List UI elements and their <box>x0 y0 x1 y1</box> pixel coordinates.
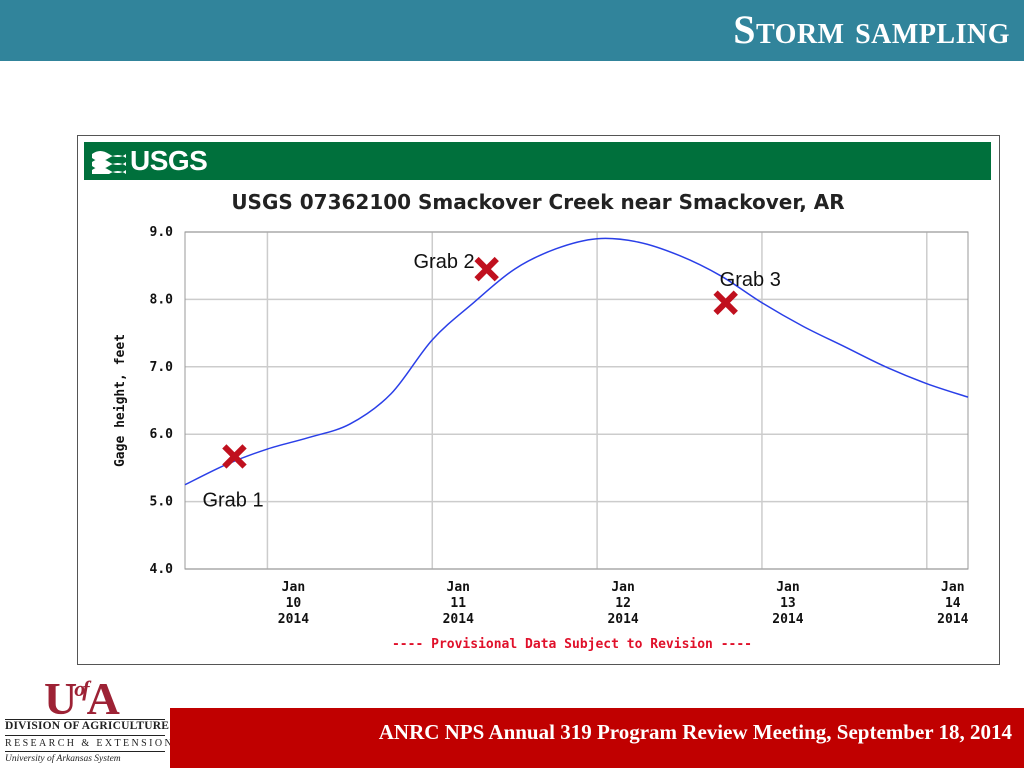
x-tick-label: 13 <box>780 596 796 611</box>
y-tick-label: 6.0 <box>150 427 174 442</box>
x-tick-label: 2014 <box>278 612 309 627</box>
gage-height-line <box>184 237 969 486</box>
x-tick-label: 2014 <box>443 612 474 627</box>
sample-marker <box>222 444 247 469</box>
chart-frame: USGS USGS 07362100 Smackover Creek near … <box>77 135 1000 665</box>
header-bar <box>0 0 1024 61</box>
logo-rule <box>5 719 165 720</box>
slide-title: Storm sampling <box>733 7 1010 52</box>
sample-label: Grab 1 <box>202 489 263 511</box>
x-tick-label: Jan <box>611 580 634 595</box>
provisional-note: ---- Provisional Data Subject to Revisio… <box>392 637 752 652</box>
logo-rule <box>5 735 165 736</box>
sample-marker <box>713 290 738 316</box>
chart-title: USGS 07362100 Smackover Creek near Smack… <box>231 190 844 214</box>
x-tick-label: 14 <box>945 596 961 611</box>
sample-label: Grab 2 <box>414 251 475 273</box>
ua-logo-mark: UofA <box>44 673 120 724</box>
logo-research-text: RESEARCH & EXTENSION <box>5 738 175 749</box>
logo-system-text: University of Arkansas System <box>5 754 121 764</box>
x-tick-label: Jan <box>776 580 799 595</box>
footer-bar: ANRC NPS Annual 319 Program Review Meeti… <box>170 708 1024 768</box>
x-tick-label: 2014 <box>937 612 968 627</box>
usgs-logo: USGS <box>92 145 208 177</box>
usgs-logo-text: USGS <box>130 145 208 176</box>
x-tick-label: 11 <box>450 596 466 611</box>
sample-label: Grab 3 <box>720 269 781 291</box>
y-tick-label: 7.0 <box>150 360 174 375</box>
ua-division-logo: UofA DIVISION OF AGRICULTURE RESEARCH & … <box>0 672 172 768</box>
y-tick-label: 8.0 <box>150 292 174 307</box>
usgs-wave-icon <box>92 151 126 174</box>
x-tick-label: 12 <box>615 596 631 611</box>
footer-text: ANRC NPS Annual 319 Program Review Meeti… <box>378 720 1012 744</box>
sample-marker <box>474 256 499 282</box>
y-tick-label: 4.0 <box>150 562 174 577</box>
x-tick-label: Jan <box>941 580 964 595</box>
usgs-banner: USGS <box>84 142 991 180</box>
x-tick-label: Jan <box>282 580 305 595</box>
x-tick-label: Jan <box>447 580 470 595</box>
y-axis-label: Gage height, feet <box>113 334 128 467</box>
y-tick-label: 5.0 <box>150 495 174 510</box>
y-tick-label: 9.0 <box>150 225 174 240</box>
plot-border <box>184 231 969 570</box>
x-tick-label: 10 <box>286 596 302 611</box>
x-tick-label: 2014 <box>607 612 638 627</box>
x-tick-label: 2014 <box>772 612 803 627</box>
logo-rule <box>5 751 165 752</box>
gage-height-chart: USGS 07362100 Smackover Creek near Smack… <box>113 190 969 652</box>
logo-division-text: DIVISION OF AGRICULTURE <box>5 720 170 732</box>
